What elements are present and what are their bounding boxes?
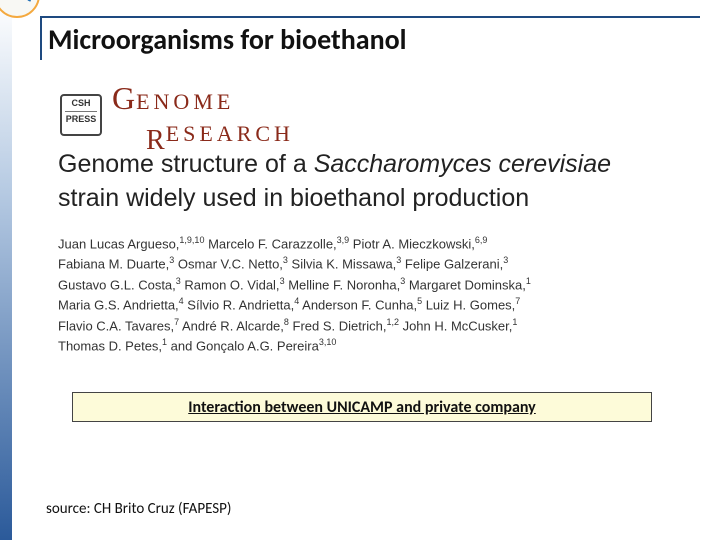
left-gradient-stripe bbox=[0, 0, 12, 540]
logo-swirl-icon bbox=[0, 0, 36, 14]
source-line: source: CH Brito Cruz (FAPESP) bbox=[46, 500, 231, 518]
slide: Microorganisms for bioethanol CSH PRESS … bbox=[0, 0, 720, 540]
highlight-text: Interaction between UNICAMP and private … bbox=[188, 398, 536, 417]
authors-line: Thomas D. Petes,1 and Gonçalo A.G. Perei… bbox=[58, 336, 674, 356]
article-title-suffix: strain widely used in bioethanol product… bbox=[58, 184, 529, 212]
authors-line: Fabiana M. Duarte,3 Osmar V.C. Netto,3 S… bbox=[58, 254, 674, 274]
authors-block: Juan Lucas Argueso,1,9,10 Marcelo F. Car… bbox=[58, 234, 674, 357]
highlight-box: Interaction between UNICAMP and private … bbox=[72, 392, 652, 422]
title-bar: Microorganisms for bioethanol bbox=[40, 16, 700, 60]
authors-line: Gustavo G.L. Costa,3 Ramon O. Vidal,3 Me… bbox=[58, 275, 674, 295]
journal-esearch: ESEARCH bbox=[166, 121, 294, 146]
authors-line: Maria G.S. Andrietta,4 Sílvio R. Andriet… bbox=[58, 295, 674, 315]
logo-ring-icon bbox=[0, 0, 40, 18]
slide-title: Microorganisms for bioethanol bbox=[48, 22, 700, 57]
article-title-species: Saccharomyces cerevisiae bbox=[314, 150, 611, 178]
article-title-prefix: Genome structure of a bbox=[58, 150, 314, 178]
article-title: Genome structure of a Saccharomyces cere… bbox=[58, 148, 668, 216]
journal-g: G bbox=[112, 80, 136, 116]
journal-enome: ENOME bbox=[136, 89, 234, 114]
journal-header: CSH PRESS GENOME RESEARCH bbox=[60, 80, 660, 149]
csh-line1: CSH bbox=[62, 97, 100, 110]
journal-name: GENOME RESEARCH bbox=[112, 80, 294, 149]
authors-line: Juan Lucas Argueso,1,9,10 Marcelo F. Car… bbox=[58, 234, 674, 254]
csh-line2: PRESS bbox=[65, 111, 97, 126]
authors-line: Flavio C.A. Tavares,7 André R. Alcarde,8… bbox=[58, 316, 674, 336]
csh-press-badge: CSH PRESS bbox=[60, 94, 102, 136]
